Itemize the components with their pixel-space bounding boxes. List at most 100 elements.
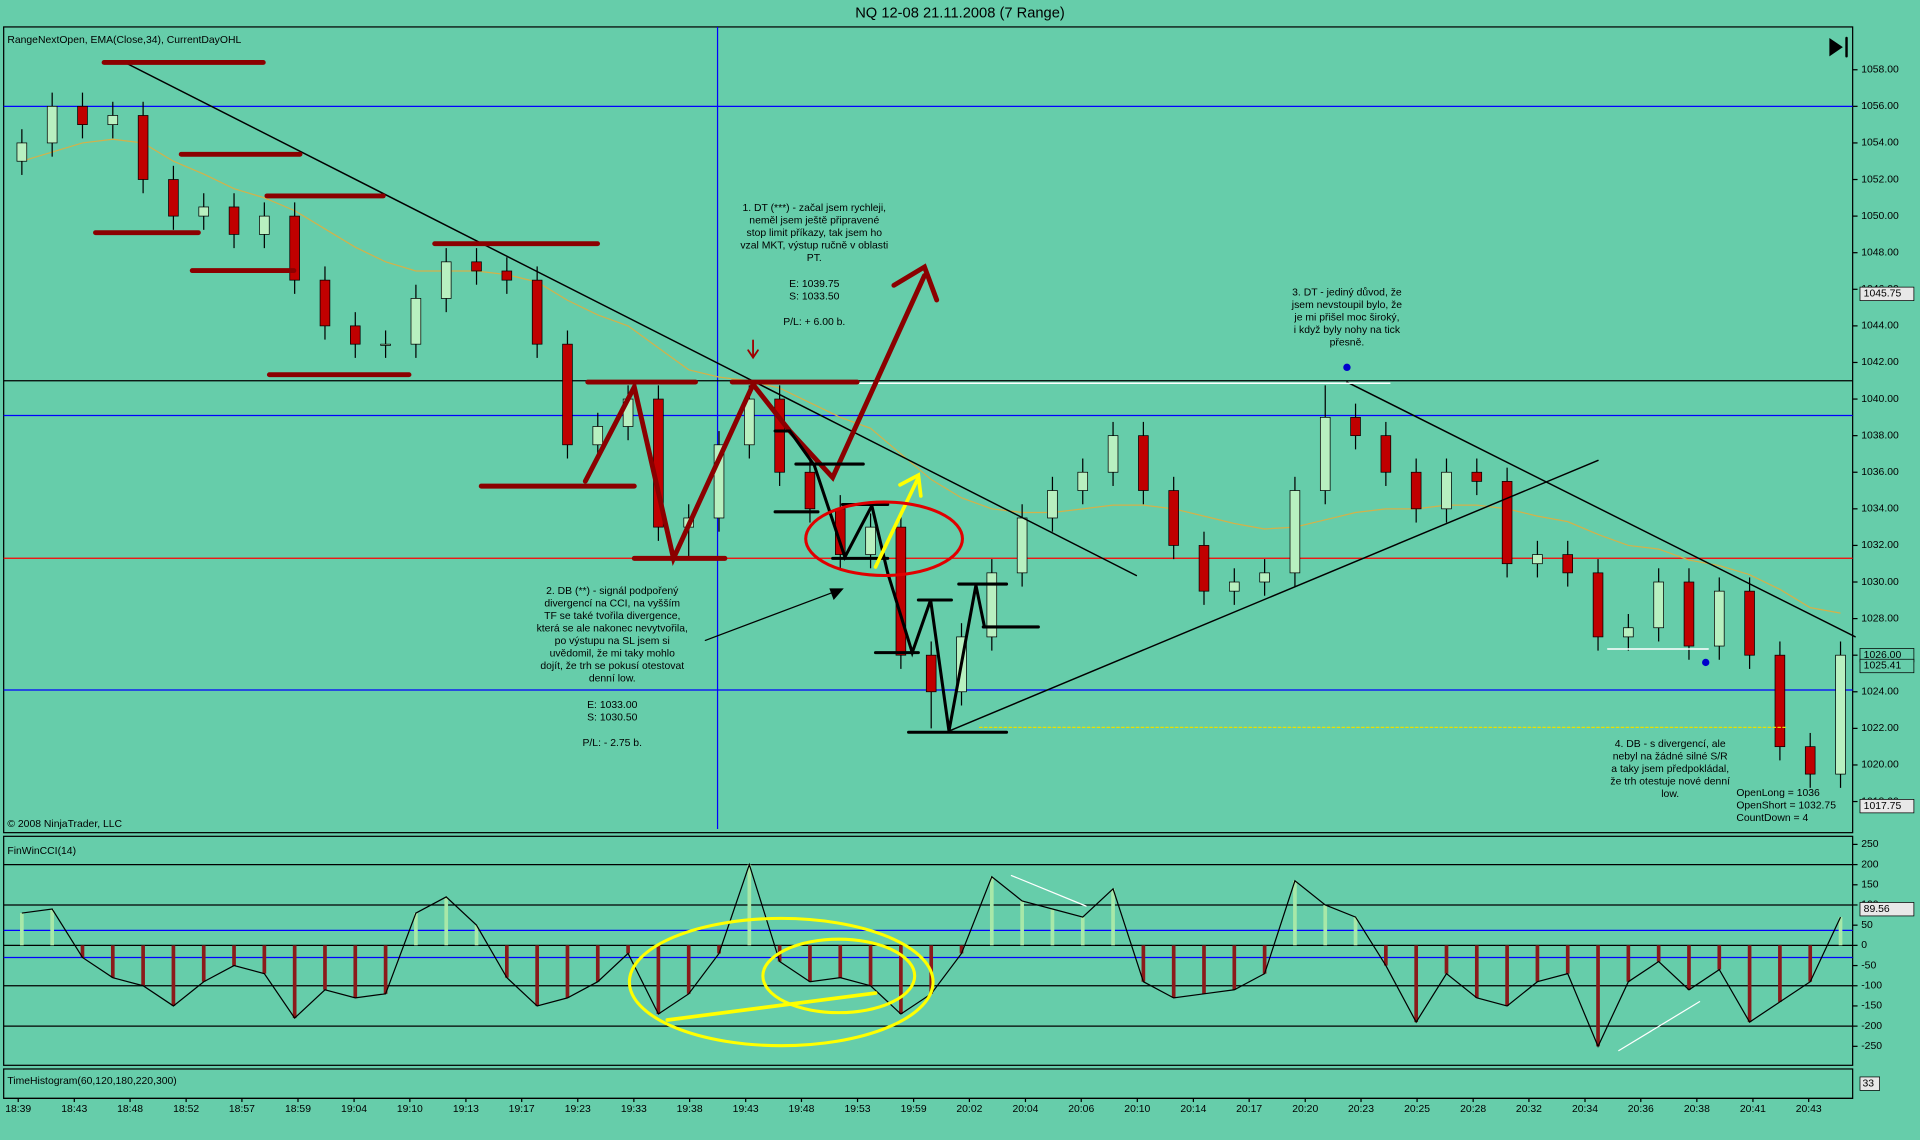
x-tick-label: 19:33 xyxy=(621,1104,647,1115)
candle-body xyxy=(713,444,725,519)
candle-body xyxy=(1653,581,1664,629)
annotation-text: 1. DT (***) - začal jsem rychleji, xyxy=(742,203,886,214)
cci-bar xyxy=(1626,945,1631,982)
candle-body xyxy=(198,206,209,217)
cci-bar xyxy=(1384,945,1388,966)
cci-bar xyxy=(80,945,85,958)
cci-bar xyxy=(1323,904,1328,946)
candle-body xyxy=(319,279,331,327)
y-tick-label: -150 xyxy=(1861,1001,1882,1012)
cci-bar xyxy=(1444,945,1449,974)
y-tick-label: 1030.00 xyxy=(1861,577,1899,588)
candle-body xyxy=(986,572,998,638)
x-tick-label: 19:53 xyxy=(845,1104,871,1115)
x-tick-label: 20:38 xyxy=(1684,1104,1710,1115)
candle-body xyxy=(471,261,482,272)
x-tick-label: 19:23 xyxy=(565,1104,591,1115)
candle-body xyxy=(168,179,179,217)
candle-body xyxy=(774,398,785,473)
annotation-text: denní low. xyxy=(589,674,636,685)
candle-body xyxy=(925,654,937,693)
y-tick-label: 1048.00 xyxy=(1861,247,1899,258)
candle-body xyxy=(1774,654,1786,748)
cci-bar xyxy=(1596,945,1600,1047)
price-marker-label: 89.56 xyxy=(1864,904,1890,915)
x-tick-label: 20:04 xyxy=(1012,1104,1038,1115)
cci-bar xyxy=(474,925,479,946)
candle-body xyxy=(1229,581,1240,592)
candle-body xyxy=(380,343,391,346)
y-tick-label: -250 xyxy=(1861,1041,1882,1052)
candle-body xyxy=(228,206,240,235)
y-tick-label: -200 xyxy=(1861,1021,1882,1032)
cci-bar xyxy=(717,945,721,954)
candle-body xyxy=(531,279,543,345)
cci-bar xyxy=(535,945,539,1006)
cci-bar xyxy=(1202,945,1206,994)
histogram-title: TimeHistogram(60,120,180,220,300) xyxy=(7,1076,176,1087)
price-marker-label: 1025.41 xyxy=(1864,661,1902,672)
x-tick-label: 20:43 xyxy=(1796,1104,1822,1115)
candle-body xyxy=(16,142,28,162)
annotation-text: P/L: + 6.00 b. xyxy=(783,317,845,328)
y-tick-label: 250 xyxy=(1861,839,1879,850)
candle-body xyxy=(1319,416,1331,491)
candle-body xyxy=(46,105,58,144)
candle-body xyxy=(744,398,755,446)
histogram-marker-label: 33 xyxy=(1862,1078,1874,1089)
y-tick-label: 1050.00 xyxy=(1861,211,1899,222)
annotation-text: po výstupu na SL jsem si xyxy=(555,636,670,647)
histogram-marker xyxy=(1859,1076,1880,1091)
cci-bar xyxy=(1838,917,1843,946)
candle-body xyxy=(1501,481,1513,565)
price-marker-label: 1045.75 xyxy=(1864,289,1902,300)
candle-body xyxy=(1168,490,1179,546)
cci-bar xyxy=(899,945,903,1015)
candle-body xyxy=(77,105,88,126)
y-tick-label: 1054.00 xyxy=(1861,138,1899,149)
annotation-text: uvědomil, že mi taky mohlo xyxy=(550,649,676,660)
candle-body xyxy=(1259,572,1270,583)
candle-body xyxy=(1380,435,1392,473)
x-tick-label: 19:48 xyxy=(788,1104,814,1115)
annotation-text: jsem nevstoupil bylo, že xyxy=(1291,300,1403,311)
candle-body xyxy=(865,526,876,555)
y-tick-label: 1038.00 xyxy=(1861,430,1899,441)
cci-bar xyxy=(595,945,600,982)
annotation-text: že trh otestuje nové denní xyxy=(1610,777,1730,788)
ema-line xyxy=(21,138,1841,614)
annotation-text: P/L: - 2.75 b. xyxy=(582,738,641,749)
cci-bar xyxy=(50,909,55,946)
cci-bar xyxy=(1747,945,1752,1023)
cci-bar xyxy=(868,945,873,986)
candle-body xyxy=(562,343,573,446)
cci-bar xyxy=(1293,880,1297,946)
y-tick-label: 200 xyxy=(1861,859,1879,870)
price-marker-label: 1017.75 xyxy=(1864,801,1902,812)
cci-bar xyxy=(1020,900,1024,946)
cci-bar xyxy=(110,945,115,978)
y-tick-label: 1042.00 xyxy=(1861,357,1899,368)
annotation-text: OpenShort = 1032.75 xyxy=(1736,801,1836,812)
annotation-text: PT. xyxy=(807,253,822,264)
y-tick-label: 1020.00 xyxy=(1861,760,1899,771)
y-tick-label: -50 xyxy=(1861,960,1876,971)
annotation-text: a taky jsem předpokládal, xyxy=(1611,764,1729,775)
x-tick-label: 19:13 xyxy=(453,1104,479,1115)
candle-body xyxy=(1077,471,1089,491)
annotation-text: vzal MKT, výstup ručně v oblasti xyxy=(740,240,888,251)
annotation-text: divergencí na CCI, na vyšším xyxy=(544,599,680,610)
candle-body xyxy=(1592,572,1604,638)
price-marker xyxy=(1859,799,1915,814)
annotation-text: CountDown = 4 xyxy=(1736,813,1808,824)
candle-body xyxy=(440,261,452,299)
candle-body xyxy=(289,215,300,281)
annotation-text: přesně. xyxy=(1330,337,1365,348)
x-tick-label: 20:20 xyxy=(1292,1104,1318,1115)
x-tick-label: 20:36 xyxy=(1628,1104,1654,1115)
cci-bar xyxy=(1505,945,1509,1006)
x-tick-label: 19:04 xyxy=(341,1104,367,1115)
cci-bar xyxy=(989,876,994,946)
candle-body xyxy=(1744,590,1755,656)
